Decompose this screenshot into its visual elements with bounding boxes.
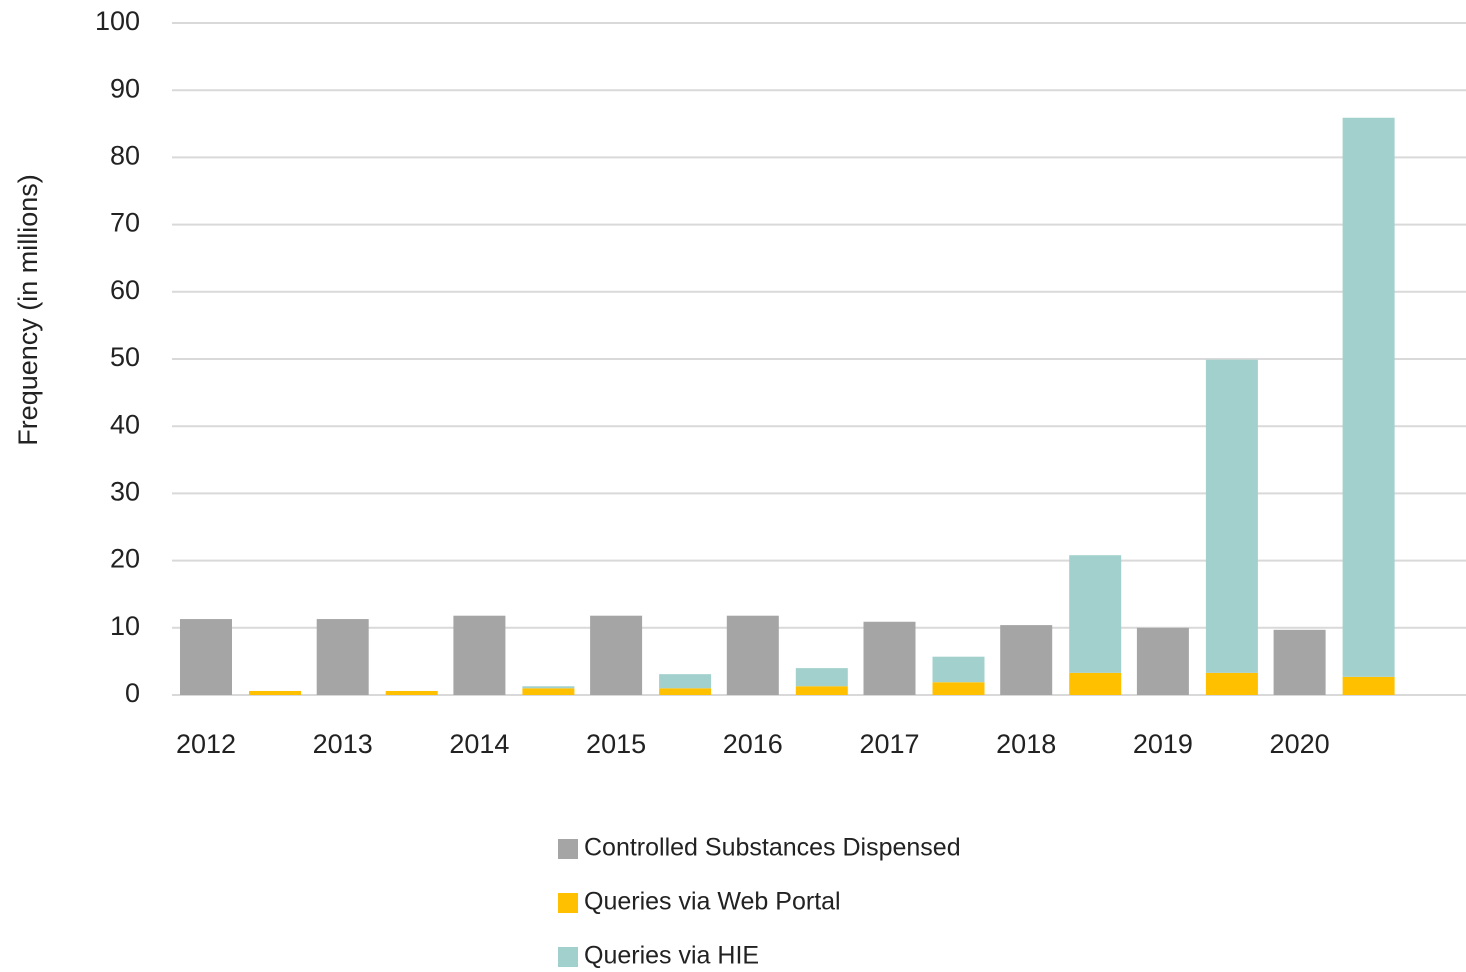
bar	[1205, 672, 1258, 695]
x-tick-label: 2014	[449, 729, 509, 759]
bar	[1205, 359, 1258, 673]
x-tick-label: 2017	[859, 729, 919, 759]
bar	[863, 621, 916, 695]
bar	[659, 674, 712, 689]
bar	[795, 668, 848, 687]
y-tick-label: 20	[110, 544, 140, 574]
legend-swatch	[558, 839, 578, 859]
bar	[1000, 625, 1053, 695]
y-tick-label: 40	[110, 409, 140, 439]
y-tick-label: 30	[110, 477, 140, 507]
y-tick-label: 90	[110, 73, 140, 103]
bar	[1342, 676, 1395, 695]
y-axis-label: Frequency (in millions)	[13, 174, 43, 446]
bar	[590, 615, 643, 695]
bar	[659, 688, 712, 695]
x-tick-label: 2016	[723, 729, 783, 759]
bar	[932, 656, 985, 683]
bar	[522, 686, 575, 689]
y-tick-label: 10	[110, 611, 140, 641]
bar	[1069, 672, 1122, 695]
x-tick-label: 2018	[996, 729, 1056, 759]
x-tick-label: 2013	[313, 729, 373, 759]
bar	[1069, 555, 1122, 673]
x-tick-label: 2015	[586, 729, 646, 759]
bar	[1342, 117, 1395, 677]
legend-label: Queries via HIE	[584, 942, 759, 970]
y-tick-label: 0	[125, 678, 140, 708]
legend-label: Queries via Web Portal	[584, 888, 841, 916]
bar	[385, 690, 438, 695]
legend-swatch	[558, 893, 578, 913]
legend-label: Controlled Substances Dispensed	[584, 834, 961, 862]
bar	[453, 615, 506, 695]
x-tick-label: 2012	[176, 729, 236, 759]
x-tick-label: 2019	[1133, 729, 1193, 759]
x-tick-label: 2020	[1270, 729, 1330, 759]
y-tick-label: 50	[110, 342, 140, 372]
legend-swatch	[558, 947, 578, 967]
bar	[726, 615, 779, 695]
y-tick-label: 60	[110, 275, 140, 305]
bar	[180, 619, 232, 695]
bar	[795, 686, 848, 695]
bar	[932, 682, 985, 695]
bar	[1273, 629, 1326, 695]
y-tick-label: 100	[95, 6, 140, 36]
bar	[1136, 627, 1189, 695]
bar	[316, 619, 369, 695]
y-tick-label: 70	[110, 208, 140, 238]
bar	[522, 688, 575, 695]
bar	[249, 690, 301, 695]
y-tick-label: 80	[110, 141, 140, 171]
